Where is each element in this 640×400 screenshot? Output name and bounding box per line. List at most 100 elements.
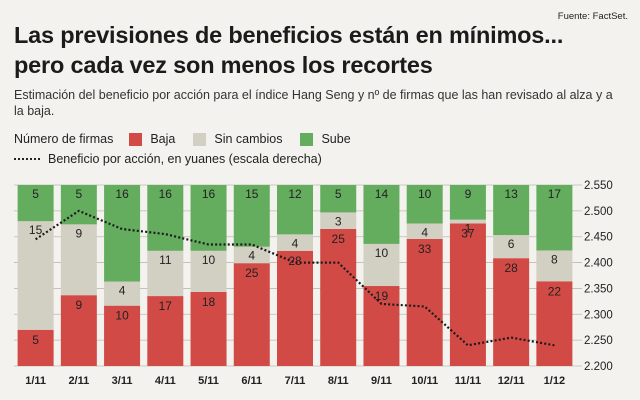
x-tick-label: 12/11 [498, 375, 525, 387]
data-label-sube: 10 [418, 187, 432, 201]
legend-label-sube: Sube [321, 132, 351, 146]
bar-segment-sin-cambios [60, 224, 97, 296]
data-label-baja: 22 [548, 284, 562, 298]
bar-segment-sube [104, 185, 141, 282]
data-label-sin-cambios: 10 [202, 253, 216, 267]
legend-item-baja: Baja [129, 132, 175, 146]
legend-title: Número de firmas [14, 132, 114, 146]
data-label-baja: 10 [115, 309, 129, 323]
bar-segment-sube [190, 185, 227, 251]
bar-segment-sube [277, 185, 313, 235]
chart-subtitle: Estimación del beneficio por acción para… [14, 88, 613, 118]
bar-segment-sin-cambios [449, 219, 486, 224]
legend: Número de firmas Baja Sin cambios Sube [14, 131, 369, 147]
bar-segment-baja [60, 295, 97, 366]
bar-segment-sube [320, 185, 357, 213]
data-label-baja: 25 [332, 232, 346, 246]
bar-segment-baja [147, 296, 184, 366]
data-label-baja: 33 [418, 242, 432, 256]
bar-segment-baja [493, 258, 530, 366]
data-label-sin-cambios: 15 [29, 223, 43, 237]
chart-title: Las previsiones de beneficios están en m… [14, 20, 604, 80]
y-right-tick-label: 2.350 [584, 283, 613, 295]
bar-segment-sin-cambios [320, 212, 357, 229]
data-label-sube: 9 [465, 187, 472, 201]
x-tick-label: 5/11 [198, 375, 219, 387]
legend-swatch-sin-cambios [193, 132, 207, 146]
data-label-baja: 9 [76, 298, 83, 312]
bar-segment-baja [449, 223, 486, 366]
data-label-sube: 16 [202, 187, 216, 201]
data-label-sin-cambios: 8 [551, 252, 558, 266]
bar-segment-sube [493, 185, 530, 236]
x-tick-label: 1/11 [25, 375, 46, 387]
data-label-sin-cambios: 11 [159, 253, 172, 267]
bar-segment-baja [233, 263, 270, 366]
data-label-sin-cambios: 1 [465, 222, 472, 236]
bar-segment-sin-cambios [493, 235, 530, 259]
x-tick-label: 9/11 [371, 375, 392, 387]
data-label-sube: 12 [288, 187, 302, 201]
data-label-baja: 5 [32, 333, 39, 347]
data-label-baja: 28 [288, 254, 302, 268]
bar-segment-sube [536, 185, 573, 251]
y-right-tick-label: 2.500 [584, 206, 613, 218]
data-label-sin-cambios: 4 [248, 249, 255, 263]
data-label-baja: 25 [245, 266, 259, 280]
y-right-tick-label: 2.450 [584, 232, 613, 244]
legend-label-sin-cambios: Sin cambios [214, 132, 283, 146]
bar-segment-sube [406, 185, 443, 224]
legend-item-sube: Sube [300, 132, 351, 146]
y-right-tick-label: 2.200 [584, 361, 613, 373]
bar-segment-sin-cambios [17, 221, 54, 330]
data-label-sube: 5 [76, 187, 83, 201]
data-label-sin-cambios: 4 [119, 284, 126, 298]
data-label-sin-cambios: 6 [508, 237, 515, 251]
legend-swatch-sube [300, 132, 314, 146]
y-right-tick-label: 2.300 [584, 309, 613, 321]
data-label-baja: 17 [159, 299, 173, 313]
chart-title-line1: Las previsiones de beneficios están en m… [14, 22, 564, 48]
data-label-sin-cambios: 9 [76, 226, 83, 240]
data-label-sube: 15 [245, 187, 259, 201]
y-right-tick-label: 2.550 [584, 180, 613, 192]
y-right-tick-label: 2.400 [584, 258, 613, 270]
chart-title-line2: pero cada vez son menos los recortes [14, 52, 433, 78]
data-label-baja: 37 [461, 227, 475, 241]
data-label-sube: 5 [335, 187, 342, 201]
bar-segment-sin-cambios [536, 250, 573, 282]
bar-segment-sube [363, 185, 400, 244]
x-tick-label: 11/11 [455, 375, 481, 387]
bar-segment-baja [320, 228, 357, 366]
x-tick-label: 3/11 [112, 375, 133, 387]
data-label-baja: 28 [504, 261, 518, 275]
data-label-sin-cambios: 10 [375, 246, 389, 260]
x-tick-label: 6/11 [241, 375, 262, 387]
data-label-sube: 5 [32, 187, 39, 201]
bar-segment-sin-cambios [406, 223, 443, 239]
bar-segment-sube [449, 185, 486, 220]
bar-segment-sin-cambios [104, 281, 141, 306]
data-label-sube: 16 [159, 187, 173, 201]
legend-item-sin-cambios: Sin cambios [193, 132, 282, 146]
bar-segment-baja [406, 238, 443, 366]
source-note: Fuente: FactSet. [557, 11, 628, 22]
bar-segment-sin-cambios [363, 243, 400, 287]
data-label-sin-cambios: 4 [292, 236, 299, 250]
bar-segment-sin-cambios [147, 250, 184, 297]
bar-segment-baja [17, 329, 54, 366]
bar-segment-sin-cambios [233, 246, 270, 264]
x-tick-label: 10/11 [411, 375, 438, 387]
legend-label-line: Beneficio por acción, en yuanes (escala … [48, 152, 322, 166]
x-tick-label: 4/11 [155, 375, 176, 387]
bar-segment-baja [363, 286, 400, 366]
data-label-sube: 13 [504, 187, 518, 201]
data-label-baja: 18 [202, 295, 216, 309]
bar-segment-sube [147, 185, 184, 251]
x-tick-label: 7/11 [285, 375, 306, 387]
bar-segment-sube [233, 185, 270, 247]
bar-segment-sube [17, 185, 54, 222]
x-tick-label: 1/12 [544, 375, 565, 387]
data-label-sube: 17 [548, 187, 562, 201]
